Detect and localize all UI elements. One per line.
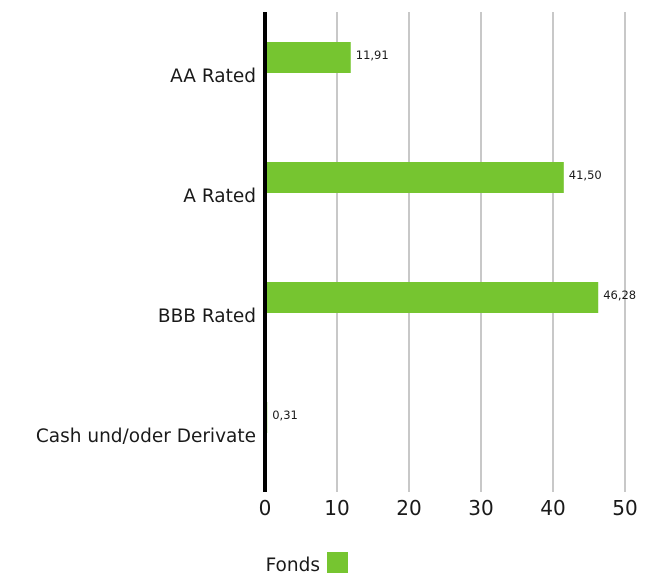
x-tick-label: 30 <box>468 496 493 520</box>
category-label: BBB Rated <box>158 306 256 327</box>
category-label: Cash und/oder Derivate <box>36 426 256 447</box>
data-label: 41,50 <box>569 168 602 182</box>
x-tick-label: 20 <box>396 496 421 520</box>
category-label: AA Rated <box>170 66 256 87</box>
x-tick-label: 40 <box>540 496 565 520</box>
bar <box>265 162 564 193</box>
x-tick-label: 10 <box>324 496 349 520</box>
category-label: A Rated <box>183 186 256 207</box>
legend-swatch <box>327 552 348 573</box>
legend-label: Fonds <box>266 555 320 574</box>
bar <box>265 42 351 73</box>
data-label: 0,31 <box>272 408 298 422</box>
x-tick-label: 50 <box>612 496 637 520</box>
data-label: 46,28 <box>603 288 636 302</box>
data-label: 11,91 <box>356 48 389 62</box>
bar <box>265 282 598 313</box>
x-tick-label: 0 <box>259 496 272 520</box>
